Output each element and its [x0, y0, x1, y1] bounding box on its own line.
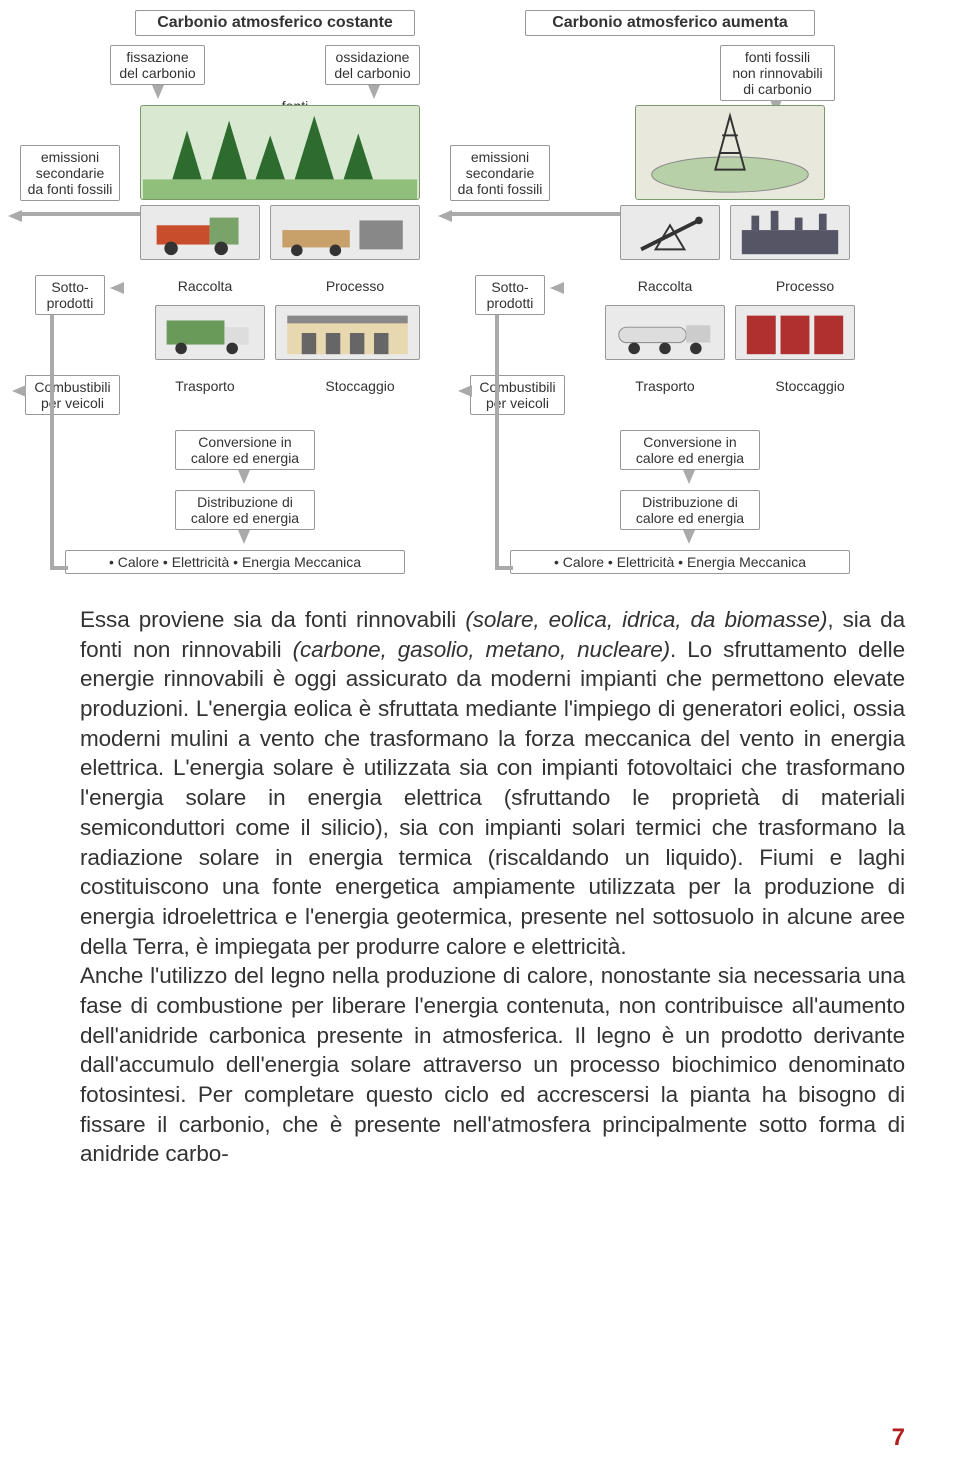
right-sotto: Sotto- prodotti — [475, 275, 545, 315]
tanker-truck — [605, 305, 725, 360]
left-distribuzione: Distribuzione di calore ed energia — [175, 490, 315, 530]
left-outputs: • Calore • Elettricità • Energia Meccani… — [65, 550, 405, 574]
page-number: 7 — [892, 1424, 905, 1452]
right-distribuzione: Distribuzione di calore ed energia — [620, 490, 760, 530]
title-right: Carbonio atmosferico aumenta — [525, 10, 815, 36]
left-conversione: Conversione in calore ed energia — [175, 430, 315, 470]
right-stoccaggio: Stoccaggio — [765, 375, 855, 397]
left-processo: Processo — [315, 275, 395, 297]
right-conversione: Conversione in calore ed energia — [620, 430, 760, 470]
left-stoccaggio: Stoccaggio — [315, 375, 405, 397]
delivery-truck-left — [155, 305, 265, 360]
body-paragraph-2: Anche l'utilizzo del legno nella produzi… — [80, 961, 905, 1169]
warehouse-left — [275, 305, 420, 360]
pumpjack-illustration — [620, 205, 720, 260]
right-raccolta: Raccolta — [625, 275, 705, 297]
left-ossidazione: ossidazione del carbonio — [325, 45, 420, 85]
left-raccolta: Raccolta — [165, 275, 245, 297]
title-left: Carbonio atmosferico costante — [135, 10, 415, 36]
left-sotto: Sotto- prodotti — [35, 275, 105, 315]
right-emissioni: emissioni secondarie da fonti fossili — [450, 145, 550, 201]
right-trasporto: Trasporto — [625, 375, 705, 397]
forest-illustration — [140, 105, 420, 200]
truck-illustration-left — [140, 205, 260, 260]
storage-tanks — [735, 305, 855, 360]
left-emissioni: emissioni secondarie da fonti fossili — [20, 145, 120, 201]
energy-cycle-diagram: Carbonio atmosferico costante Carbonio a… — [80, 10, 905, 660]
right-fonti-fossili: fonti fossili non rinnovabili di carboni… — [720, 45, 835, 101]
right-outputs: • Calore • Elettricità • Energia Meccani… — [510, 550, 850, 574]
left-combustibili: Combustibili per veicoli — [25, 375, 120, 415]
left-trasporto: Trasporto — [165, 375, 245, 397]
left-fissazione: fissazione del carbonio — [110, 45, 205, 85]
logging-illustration — [270, 205, 420, 260]
derrick-illustration — [635, 105, 825, 200]
right-processo: Processo — [765, 275, 845, 297]
factory-illustration — [730, 205, 850, 260]
right-combustibili: Combustibili per veicoli — [470, 375, 565, 415]
